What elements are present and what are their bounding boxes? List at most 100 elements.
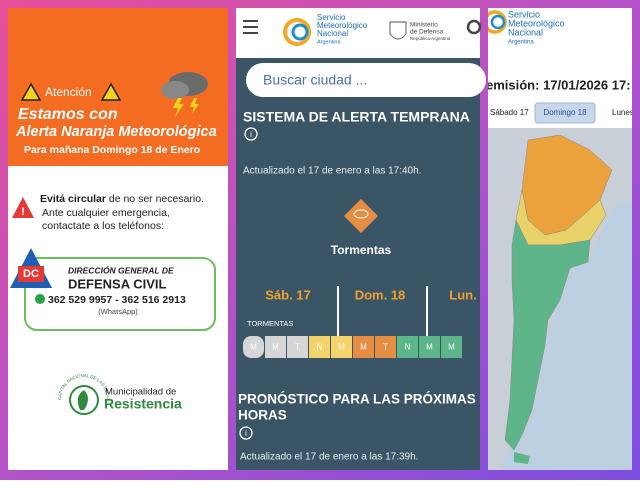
agency: DEFENSA CIVIL <box>68 276 167 291</box>
logo-line: Nacional <box>508 27 543 37</box>
section-title: HORAS <box>238 408 287 423</box>
day-label: Sáb. 17 <box>265 287 311 302</box>
settings-button[interactable] <box>466 19 482 35</box>
smn-logo <box>490 14 506 30</box>
contact-box <box>24 257 216 331</box>
storm-icon <box>161 72 208 117</box>
advice-rest: de no ser necesario. <box>106 193 204 205</box>
timeline-cell-label: N <box>405 343 411 352</box>
timeline-cell-label: M <box>338 343 345 352</box>
section-title: SISTEMA DE ALERTA TEMPRANA <box>243 109 470 125</box>
storm-alert-glyph <box>353 209 369 219</box>
green-zone <box>504 219 591 451</box>
day-tab: Lunes <box>612 108 634 117</box>
storm-alert-icon <box>344 199 378 233</box>
ministry-line: Ministerio <box>410 22 438 29</box>
info-glyph: i <box>245 429 247 438</box>
day-label: Lun. <box>449 287 476 302</box>
timeline-cell-label: M <box>272 343 279 352</box>
day-tab: Domingo 18 <box>543 108 587 117</box>
updated: Actualizado el 17 de enero a las 17:40h. <box>243 166 421 177</box>
attention: Atención <box>45 85 92 99</box>
warning-glyph: ! <box>21 206 25 218</box>
emission: emisión: 17/01/2026 17: <box>486 77 631 92</box>
timeline-cell <box>309 336 330 358</box>
dc-logo: DC <box>23 268 39 280</box>
day-labels: Sáb. 17 Dom. 18 Lun. <box>265 287 476 302</box>
row-label: TORMENTAS <box>247 319 293 328</box>
agency: DIRECCIÓN GENERAL DE <box>68 264 174 275</box>
municipal-seal <box>69 385 99 415</box>
headline: Estamos con <box>18 106 118 123</box>
emergency-text: Ante cualquier emergencia, <box>42 207 170 219</box>
emergency-text: contactate a los teléfonos: <box>42 220 164 232</box>
day-tab: Sábado 17 <box>490 108 529 117</box>
logo-line: Servicio <box>508 9 540 19</box>
info-button[interactable] <box>239 426 253 440</box>
smn-logo <box>291 23 309 41</box>
subline: Para mañana Domingo 18 de Enero <box>24 144 200 156</box>
timeline-cell <box>331 336 352 358</box>
timeline-cell <box>441 336 462 358</box>
timeline-cell-label: M <box>426 343 433 352</box>
search-placeholder: Buscar ciudad ... <box>263 72 367 88</box>
whatsapp-icon <box>35 294 45 304</box>
warning-icon <box>12 197 34 218</box>
logo-line: Argentina <box>508 40 534 46</box>
menu-button[interactable] <box>243 20 258 34</box>
alert-type: Tormentas <box>331 243 392 257</box>
search-box[interactable] <box>246 63 486 97</box>
app-header <box>236 8 480 58</box>
municipality: Municipalidad de <box>105 387 176 398</box>
logo-line: Servicio <box>317 13 346 22</box>
green-zone <box>514 452 530 464</box>
day-label: Dom. 18 <box>355 287 406 302</box>
logo-line: Meteorológico <box>317 21 368 30</box>
timeline-cell-label: M <box>448 343 455 352</box>
warning-icon <box>20 82 42 101</box>
ministry-line: de Defensa <box>410 29 444 36</box>
dc-box <box>18 266 44 282</box>
timeline-cell-label: N <box>317 343 323 352</box>
timeline-cell <box>287 336 308 358</box>
white-area <box>8 166 228 470</box>
logo-line: Meteorológico <box>508 18 565 28</box>
phones: 362 529 9957 - 362 516 2913 <box>48 294 186 306</box>
section-title: PRONÓSTICO PARA LAS PRÓXIMAS <box>238 392 476 407</box>
whatsapp-label: (WhatsApp) <box>98 307 138 316</box>
info-button[interactable] <box>244 127 258 141</box>
timeline-cell-label: T <box>383 343 388 352</box>
logo-line: Argentina <box>317 39 341 45</box>
updated: Actualizado el 17 de enero a las 17:39h. <box>240 452 418 463</box>
municipality: Resistencia <box>104 396 182 412</box>
ministry-line: República Argentina <box>410 36 451 41</box>
timeline-cell <box>397 336 418 358</box>
timeline-cell <box>243 336 264 358</box>
panel-alert-flyer: Atención Estamos con Alerta Naranja Mete… <box>0 0 228 470</box>
smn-logo <box>283 18 311 46</box>
timeline-cell <box>265 336 286 358</box>
warning-icon <box>100 82 122 101</box>
headline: Alerta Naranja Meteorológica <box>15 124 217 140</box>
info-glyph: i <box>250 130 252 139</box>
active-tab[interactable] <box>534 102 596 124</box>
day-tabs: Sábado 17 Domingo 18 Lunes <box>490 102 634 124</box>
timeline-cell <box>375 336 396 358</box>
timeline-cell-label: M <box>360 343 367 352</box>
advice: Evitá circular de no ser necesario. <box>40 193 204 205</box>
timeline-cell-label: M <box>250 343 257 352</box>
timeline-cell <box>353 336 374 358</box>
timeline-cell-label: T <box>295 343 300 352</box>
logo-line: Nacional <box>317 29 348 38</box>
sculpture-icon <box>77 390 88 410</box>
advice-bold: Evitá circular <box>40 193 106 205</box>
timeline-cell <box>419 336 440 358</box>
